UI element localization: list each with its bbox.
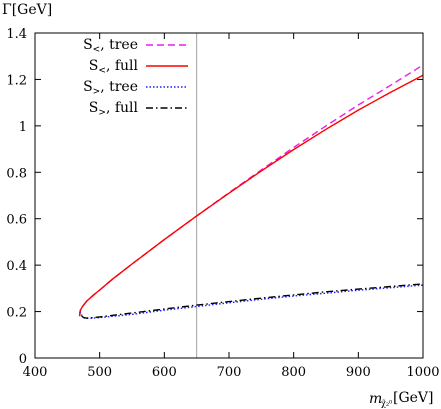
legend-label-4: S>, full	[89, 100, 139, 118]
y-tick-label: 0.6	[6, 213, 27, 228]
x-tick-label: 1000	[406, 365, 439, 380]
svg-text:[GeV]: [GeV]	[393, 390, 434, 406]
y-tick-label: 0.2	[6, 306, 27, 321]
plot-frame	[34, 32, 424, 359]
x-tick-label: 800	[281, 365, 306, 380]
x-axis-label: m χ̃₂⁰ [GeV]	[369, 390, 434, 408]
series-line-2	[78, 74, 424, 317]
x-tick-label: 700	[217, 365, 242, 380]
x-tick-label: 900	[346, 365, 371, 380]
x-tick-label: 500	[87, 365, 112, 380]
y-tick-label: 0.4	[6, 259, 27, 274]
legend-label-3: S>, tree	[83, 79, 138, 97]
x-tick-label: 400	[23, 365, 48, 380]
y-axis-label: Γ[GeV]	[2, 2, 52, 18]
series-line-3	[78, 284, 424, 320]
svg-text:χ̃₂⁰: χ̃₂⁰	[381, 399, 392, 408]
y-tick-label: 0	[19, 352, 27, 367]
y-tick-label: 1.4	[6, 27, 27, 42]
y-tick-label: 1.2	[6, 73, 27, 88]
legend: S<, tree S<, full S>, tree S>, full	[83, 37, 188, 118]
y-tick-label: 1	[19, 120, 27, 135]
y-tick-label: 0.8	[6, 166, 27, 181]
legend-label-2: S<, full	[89, 58, 139, 76]
x-tick-label: 600	[152, 365, 177, 380]
legend-label-1: S<, tree	[83, 37, 138, 55]
svg-text:m: m	[369, 391, 382, 407]
series-line-4	[81, 283, 424, 319]
